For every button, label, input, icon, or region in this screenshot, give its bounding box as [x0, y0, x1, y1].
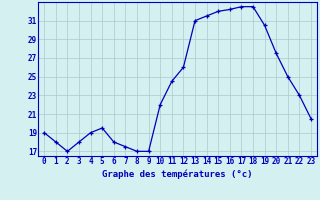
X-axis label: Graphe des températures (°c): Graphe des températures (°c)	[102, 169, 253, 179]
